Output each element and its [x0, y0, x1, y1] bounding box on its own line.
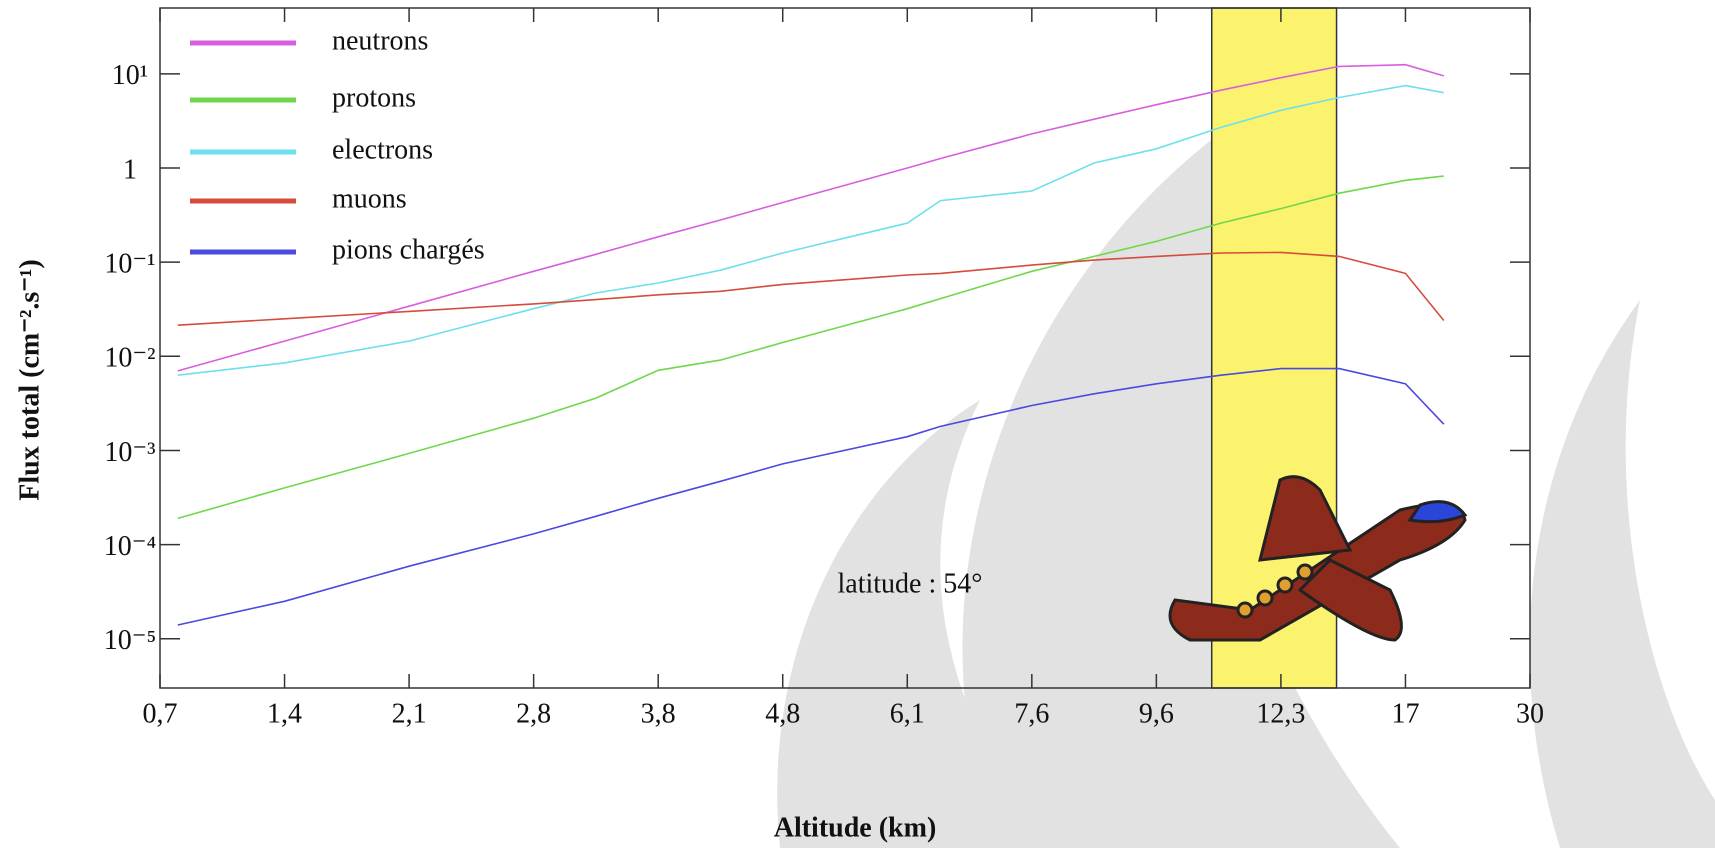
x-tick-label: 9,6 — [1139, 698, 1174, 729]
x-tick-label: 2,1 — [392, 698, 427, 729]
legend-label: neutrons — [332, 25, 428, 56]
y-tick-label: 10⁻¹ — [104, 249, 155, 280]
legend-label: electrons — [332, 134, 433, 165]
background-decoration — [777, 80, 1715, 848]
y-tick-label: 10¹ — [112, 60, 148, 91]
y-tick-label: 10⁻³ — [104, 437, 155, 468]
series-line — [177, 63, 1445, 372]
airplane — [1168, 475, 1468, 642]
series-line — [177, 251, 1445, 326]
x-tick-label: 4,8 — [765, 698, 800, 729]
x-tick-label: 17 — [1391, 698, 1419, 729]
x-tick-label: 3,8 — [641, 698, 676, 729]
series-line — [177, 84, 1444, 376]
y-tick-label: 10⁻⁴ — [104, 531, 157, 562]
plot-frame — [159, 7, 1531, 689]
annotation: latitude : 54° — [838, 568, 983, 599]
x-tick-label: 12,3 — [1256, 698, 1305, 729]
series-line — [177, 367, 1445, 626]
x-tick-label: 1,4 — [267, 698, 302, 729]
legend-label: muons — [332, 183, 407, 214]
x-tick-label: 7,6 — [1014, 698, 1049, 729]
x-axis-title: Altitude (km) — [774, 812, 937, 843]
series-line — [177, 175, 1444, 520]
legend-label: pions chargés — [332, 234, 485, 265]
x-tick-label: 0,7 — [143, 698, 178, 729]
y-axis-title: Flux total (cm⁻².s⁻¹) — [14, 259, 45, 501]
y-tick-label: 1 — [123, 154, 137, 185]
x-tick-label: 2,8 — [516, 698, 551, 729]
legend-label: protons — [332, 82, 416, 113]
x-tick-label: 30 — [1516, 698, 1544, 729]
x-tick-label: 6,1 — [890, 698, 925, 729]
y-tick-label: 10⁻² — [104, 343, 155, 374]
y-tick-label: 10⁻⁵ — [104, 625, 157, 656]
